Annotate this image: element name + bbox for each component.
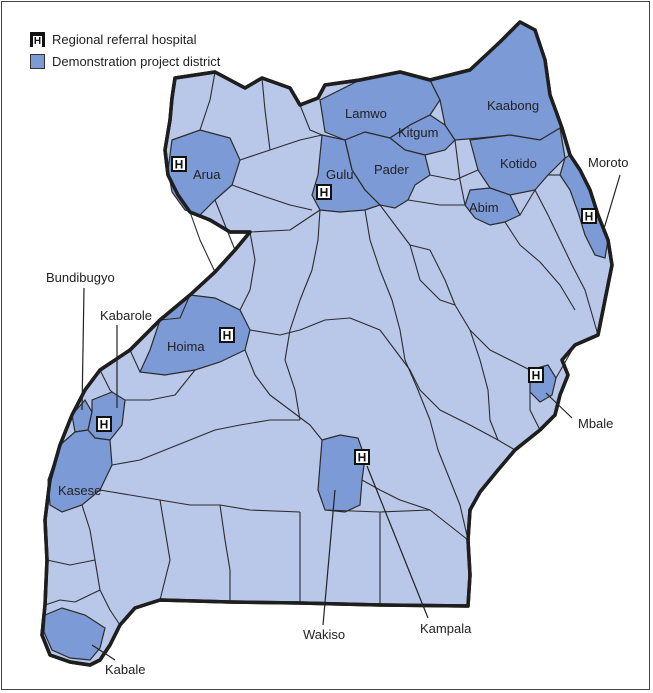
- leader-kabale: [91, 644, 116, 661]
- hospital-marker-arua: H: [171, 156, 187, 172]
- callout-bundibugyo: Bundibugyo: [46, 270, 115, 285]
- hospital-letter: H: [100, 418, 109, 432]
- callout-kabarole: Kabarole: [100, 308, 152, 323]
- callout-kampala: Kampala: [420, 621, 472, 636]
- label-arua: Arua: [193, 167, 221, 182]
- callout-wakiso: Wakiso: [303, 627, 345, 642]
- hospital-letter: H: [585, 210, 594, 224]
- district-labels: Lamwo Kitgum Kaabong Pader Kotido Abim A…: [58, 98, 539, 498]
- district-wakiso-shape: [317, 434, 366, 513]
- label-kasese: Kasese: [58, 483, 101, 498]
- hospital-markers: H H H H H H H: [96, 156, 597, 465]
- hospital-marker-kampala: H: [354, 449, 370, 465]
- hospital-marker-kabarole: H: [96, 416, 112, 432]
- callout-mbale: Mbale: [578, 416, 613, 431]
- label-abim: Abim: [469, 200, 499, 215]
- leader-wakiso: [322, 489, 336, 626]
- label-kitgum: Kitgum: [398, 125, 438, 140]
- label-kotido: Kotido: [500, 156, 537, 171]
- district-kasese-shape: [47, 429, 113, 513]
- callout-kabale: Kabale: [105, 662, 145, 677]
- demo-districts: [43, 21, 609, 661]
- callout-moroto: Moroto: [588, 155, 628, 170]
- hospital-marker-gulu: H: [316, 184, 332, 200]
- district-swatch-icon: [30, 53, 45, 69]
- callout-labels: Moroto Bundibugyo Kabarole Mbale Wakiso …: [46, 155, 628, 677]
- hospital-letter: H: [175, 158, 184, 172]
- label-lamwo: Lamwo: [345, 106, 387, 121]
- callout-lines: [81, 174, 621, 661]
- legend-row-hospital: H Regional referral hospital: [30, 28, 220, 50]
- label-hoima: Hoima: [167, 339, 205, 354]
- hospital-marker-moroto: H: [581, 208, 597, 224]
- hospital-legend-icon: H: [30, 31, 45, 47]
- hospital-marker-hoima: H: [219, 327, 235, 343]
- leader-kampala: [366, 465, 429, 619]
- legend-row-district: Demonstration project district: [30, 50, 220, 72]
- country-border: [40, 20, 614, 667]
- label-pader: Pader: [374, 162, 409, 177]
- hospital-letter: H: [358, 451, 367, 465]
- leader-mbale: [545, 392, 573, 419]
- district-kabale-shape: [43, 607, 106, 661]
- hospital-legend-letter: H: [33, 35, 42, 47]
- legend-hospital-label: Regional referral hospital: [52, 31, 197, 47]
- hospital-marker-mbale: H: [528, 367, 544, 383]
- leader-bundibugyo: [81, 287, 85, 411]
- leader-moroto: [602, 174, 621, 233]
- map-legend: H Regional referral hospital Demonstrati…: [30, 28, 220, 72]
- label-gulu: Gulu: [326, 167, 353, 182]
- legend-district-label: Demonstration project district: [52, 53, 221, 69]
- hospital-letter: H: [223, 329, 232, 343]
- district-kaabong-shape: [429, 21, 563, 141]
- label-kaabong: Kaabong: [487, 98, 539, 113]
- hospital-letter: H: [532, 369, 541, 383]
- hospital-letter: H: [320, 186, 329, 200]
